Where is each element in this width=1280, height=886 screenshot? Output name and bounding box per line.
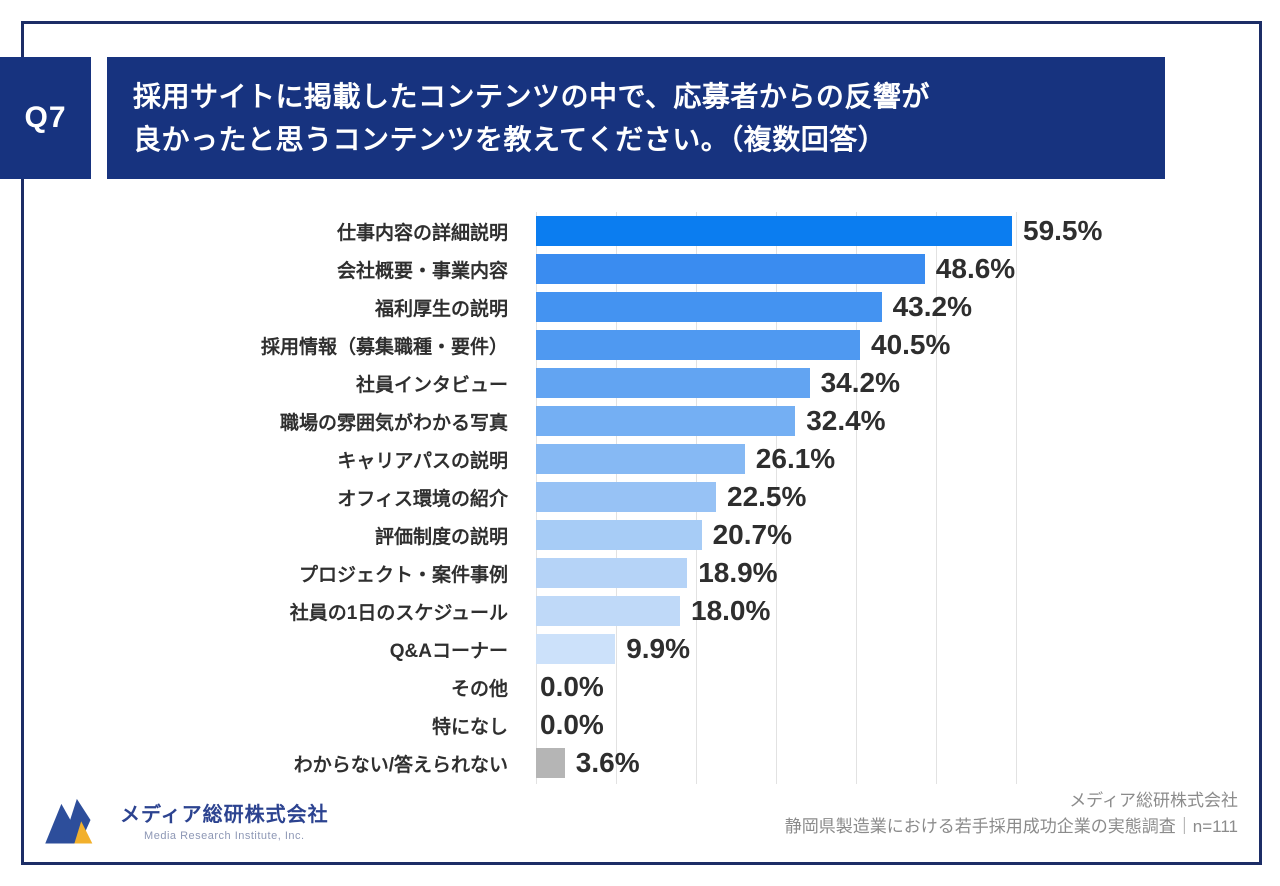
category-label: 会社概要・事業内容 — [336, 260, 508, 282]
bar-row: 社員の1日のスケジュール 18.0% — [40, 592, 1240, 630]
bar — [536, 596, 680, 626]
bar-row: 特になし 0.0% — [40, 706, 1240, 744]
bar-row: Q&Aコーナー 9.9% — [40, 630, 1240, 668]
m-logo-icon — [45, 798, 93, 844]
logo-company-name-en: Media Research Institute, Inc. — [144, 830, 305, 842]
bar-row: 社員インタビュー 34.2% — [40, 364, 1240, 402]
bar-row: 福利厚生の説明 43.2% — [40, 288, 1240, 326]
bar-rows: 仕事内容の詳細説明 59.5% 会社概要・事業内容 48.6% 福利厚生の説明 43.2%… — [40, 212, 1240, 784]
bar — [536, 520, 702, 550]
plot-cell: 32.4% — [530, 402, 1240, 440]
category-label: オフィス環境の紹介 — [337, 488, 508, 510]
question-title-line1: 採用サイトに掲載したコンテンツの中で、応募者からの反響が — [133, 80, 930, 112]
plot-cell: 18.9% — [530, 554, 1240, 592]
category-label: プロジェクト・案件事例 — [298, 564, 508, 586]
plot-cell: 18.0% — [530, 592, 1240, 630]
plot-cell: 34.2% — [530, 364, 1240, 402]
bar-row: 評価制度の説明 20.7% — [40, 516, 1240, 554]
bar — [536, 482, 716, 512]
bar-row: プロジェクト・案件事例 18.9% — [40, 554, 1240, 592]
value-label: 32.4% — [806, 405, 886, 436]
value-label: 59.5% — [1023, 215, 1103, 246]
bar — [536, 748, 565, 778]
plot-cell: 3.6% — [530, 744, 1240, 782]
source-company: メディア総研株式会社 — [1069, 791, 1238, 810]
value-label: 20.7% — [712, 519, 792, 550]
plot-cell: 9.9% — [530, 630, 1240, 668]
bar-row: 会社概要・事業内容 48.6% — [40, 250, 1240, 288]
category-label: わからない/答えられない — [293, 754, 508, 776]
bar-row: わからない/答えられない 3.6% — [40, 744, 1240, 782]
bar — [536, 558, 688, 588]
plot-cell: 48.6% — [530, 250, 1240, 288]
plot-cell: 20.7% — [530, 516, 1240, 554]
question-title-line2: 良かったと思うコンテンツを教えてください。（複数回答） — [133, 124, 887, 155]
plot-cell: 0.0% — [530, 706, 1240, 744]
bar — [536, 444, 745, 474]
category-label: 採用情報（募集職種・要件） — [260, 336, 508, 358]
category-label: その他 — [450, 678, 508, 700]
logo-text-block: メディア総研株式会社 Media Research Institute, Inc… — [120, 798, 329, 842]
category-label: Q&Aコーナー — [389, 640, 508, 662]
bar — [536, 368, 810, 398]
value-label: 26.1% — [755, 443, 836, 474]
question-number-label: Q7 — [24, 101, 67, 134]
bar — [536, 634, 616, 664]
value-label: 43.2% — [892, 291, 972, 322]
plot-cell: 40.5% — [530, 326, 1240, 364]
bar-row: その他 0.0% — [40, 668, 1240, 706]
category-label: 福利厚生の説明 — [374, 298, 508, 320]
category-label: 特になし — [431, 716, 508, 738]
bar-row: 職場の雰囲気がわかる写真 32.4% — [40, 402, 1240, 440]
bar — [536, 254, 925, 284]
value-label: 18.9% — [698, 557, 778, 588]
company-logo: メディア総研株式会社 Media Research Institute, Inc… — [44, 792, 329, 848]
value-label: 48.6% — [935, 253, 1016, 284]
question-number-badge: Q7 — [0, 57, 91, 179]
bar-row: 採用情報（募集職種・要件） 40.5% — [40, 326, 1240, 364]
plot-cell: 26.1% — [530, 440, 1240, 478]
value-label: 0.0% — [540, 671, 604, 702]
value-label: 0.0% — [540, 709, 604, 740]
value-label: 3.6% — [575, 747, 640, 778]
plot-cell: 59.5% — [530, 212, 1240, 250]
plot-cell: 0.0% — [530, 668, 1240, 706]
category-label: 職場の雰囲気がわかる写真 — [279, 412, 508, 434]
category-label: 評価制度の説明 — [374, 526, 508, 548]
value-label: 34.2% — [820, 367, 900, 398]
logo-company-name-jp: メディア総研株式会社 — [120, 804, 329, 826]
category-label: キャリアパスの説明 — [337, 450, 508, 472]
value-label: 18.0% — [691, 595, 771, 626]
value-label: 22.5% — [727, 481, 807, 512]
bar — [536, 330, 860, 360]
question-title-banner: 採用サイトに掲載したコンテンツの中で、応募者からの反響が 良かったと思うコンテン… — [107, 57, 1165, 179]
bar — [536, 406, 796, 436]
bar-chart: 仕事内容の詳細説明 59.5% 会社概要・事業内容 48.6% 福利厚生の説明 43.2%… — [40, 212, 1240, 784]
source-attribution: メディア総研株式会社 静岡県製造業における若手採用成功企業の実態調査｜n=111 — [785, 788, 1238, 841]
bar — [536, 216, 1012, 246]
source-survey: 静岡県製造業における若手採用成功企業の実態調査｜n=111 — [784, 817, 1238, 837]
plot-cell: 43.2% — [530, 288, 1240, 326]
bar-row: 仕事内容の詳細説明 59.5% — [40, 212, 1240, 250]
bar-row: オフィス環境の紹介 22.5% — [40, 478, 1240, 516]
category-label: 社員インタビュー — [355, 374, 508, 396]
category-label: 仕事内容の詳細説明 — [336, 222, 508, 244]
value-label: 40.5% — [871, 329, 951, 360]
bar — [536, 292, 882, 322]
plot-cell: 22.5% — [530, 478, 1240, 516]
value-label: 9.9% — [626, 633, 691, 664]
category-label: 社員の1日のスケジュール — [289, 602, 508, 624]
bar-row: キャリアパスの説明 26.1% — [40, 440, 1240, 478]
